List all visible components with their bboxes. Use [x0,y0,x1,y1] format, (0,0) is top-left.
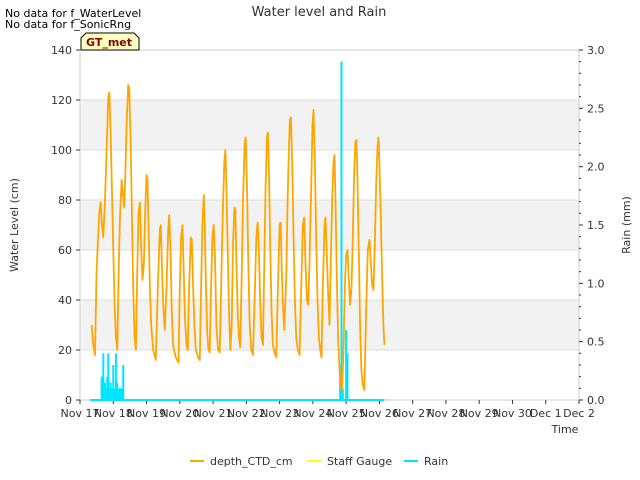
x-tick-label-1: Nov 18 [94,407,133,420]
y-right-axis-label: Rain (mm) [620,196,633,254]
x-tick-label-14: Dec 1 [530,407,562,420]
x-tick-label-6: Nov 23 [260,407,299,420]
background-band-1 [80,200,579,250]
y-left-tick-label-5: 100 [51,144,72,157]
y-left-tick-label-1: 20 [58,344,72,357]
background-bands [80,100,579,350]
x-tick-label-2: Nov 19 [127,407,166,420]
gt-met-badge: GT_met [80,32,140,51]
y-left-tick-label-7: 140 [51,44,72,57]
y-left-tick-label-6: 120 [51,94,72,107]
y-right-tick-label-6: 3.0 [587,44,605,57]
x-tick-label-10: Nov 27 [393,407,432,420]
y-right-tick-label-4: 2.0 [587,161,605,174]
background-band-0 [80,100,579,150]
no-data-note-sonicrng: No data for f_SonicRng [5,18,132,31]
y-left-tick-label-2: 40 [58,294,72,307]
x-tick-label-5: Nov 22 [227,407,266,420]
x-axis-label: Time [551,423,579,436]
x-tick-label-4: Nov 21 [194,407,233,420]
y-right-tick-label-2: 1.0 [587,277,605,290]
badge-shape [80,32,140,51]
chart-title: Water level and Rain [252,5,387,20]
depth-series [90,84,386,391]
x-tick-label-7: Nov 24 [293,407,332,420]
y-left-tick-label-3: 60 [58,244,72,257]
legend: depth_CTD_cm Staff Gauge Rain [190,455,448,468]
x-tick-label-0: Nov 17 [61,407,100,420]
y-left-axis-ticks: 0 20 40 60 80 100 120 140 [51,44,80,407]
y-left-axis-label: Water Level (cm) [8,178,21,272]
x-tick-label-9: Nov 26 [360,407,399,420]
y-right-axis-ticks: 0.0 0.5 1.0 1.5 2.0 2.5 3.0 [579,44,605,407]
x-tick-label-13: Nov 30 [493,407,532,420]
no-data-note-waterlevel: No data for f_WaterLevel [5,7,142,20]
depth-ctd-line [90,84,386,391]
x-tick-label-15: Dec 2 [563,407,595,420]
y-right-tick-label-0: 0.0 [587,394,605,407]
x-tick-label-3: Nov 20 [160,407,199,420]
y-right-tick-label-1: 0.5 [587,336,605,349]
y-right-tick-label-5: 2.5 [587,102,605,115]
y-left-tick-label-0: 0 [65,394,72,407]
x-tick-label-12: Nov 29 [460,407,499,420]
y-left-tick-label-4: 80 [58,194,72,207]
x-tick-label-11: Nov 28 [426,407,465,420]
rain-series [89,61,385,401]
x-tick-label-8: Nov 25 [327,407,366,420]
legend-label-staff-gauge: Staff Gauge [327,455,392,468]
badge-label: GT_met [86,36,132,49]
legend-label-depth: depth_CTD_cm [210,455,293,468]
y-right-tick-label-3: 1.5 [587,219,605,232]
legend-label-rain: Rain [424,455,448,468]
